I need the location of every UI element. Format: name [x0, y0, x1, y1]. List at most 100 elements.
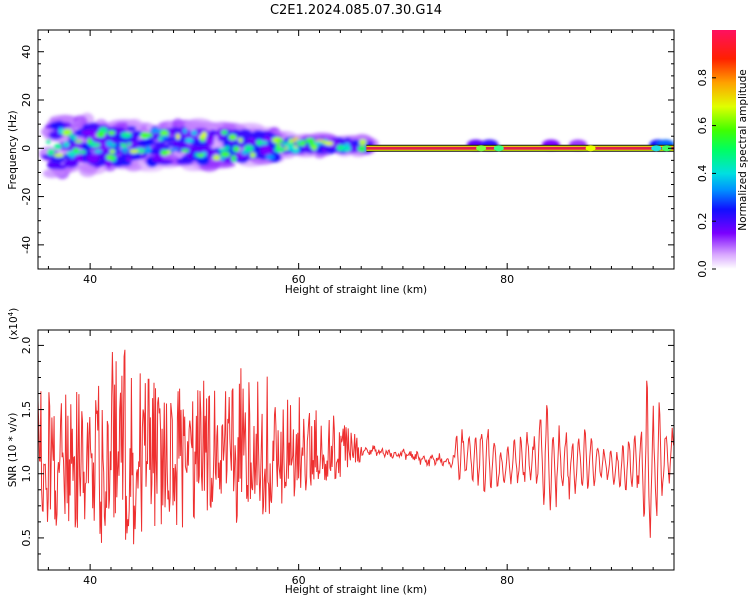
heatmap-cell	[249, 152, 256, 158]
heatmap-cell	[127, 142, 132, 146]
heatmap-cell	[136, 139, 155, 147]
snr-frame	[37, 329, 675, 571]
x-tick-label: 60	[292, 273, 306, 286]
heatmap-cell	[107, 127, 117, 132]
colorbar-tick-label: 0.4	[696, 165, 709, 183]
heatmap-cell	[175, 133, 181, 140]
colorbar-ticks: 0.0 0.2 0.4 0.6 0.8	[696, 69, 716, 278]
colorbar-label: Normalized spectral amplitude	[737, 69, 749, 230]
carrier-hotspot	[661, 145, 672, 152]
heatmap-cell	[161, 135, 169, 139]
heatmap-cell	[160, 130, 169, 138]
heatmap-cell	[145, 146, 152, 152]
heatmap-cell	[182, 127, 188, 134]
heatmap-cell	[232, 153, 249, 159]
heatmap-cell	[224, 146, 230, 150]
heatmap-cell	[288, 138, 294, 143]
heatmap-x-axis-label: Height of straight line (km)	[285, 284, 427, 296]
snr-scale-label: (x104)	[7, 308, 20, 340]
figure-title: C2E1.2024.085.07.30.G14	[270, 3, 442, 18]
heatmap-frame	[37, 29, 675, 270]
heatmap-cell	[305, 137, 315, 144]
heatmap-cell	[68, 133, 73, 137]
heatmap-cell	[49, 115, 80, 124]
y-tick-label: 1.0	[20, 465, 33, 483]
heatmap-cell	[231, 155, 237, 162]
heatmap-cell	[155, 159, 173, 166]
y-tick-label: 40	[20, 45, 33, 59]
x-tick-label: 40	[83, 273, 97, 286]
heatmap-cell	[232, 146, 240, 152]
heatmap-cell	[108, 130, 116, 136]
x-tick-label: 40	[83, 574, 97, 587]
carrier-hotspot	[476, 145, 487, 152]
heatmap-cell	[53, 164, 67, 170]
heatmap-cell	[121, 161, 132, 166]
heatmap-cell	[42, 168, 61, 179]
heatmap-cell	[47, 148, 55, 156]
heatmap-cell	[119, 143, 127, 147]
heatmap-cell	[58, 127, 64, 135]
snr-series-line	[38, 349, 674, 545]
heatmap-cell	[105, 140, 113, 147]
heatmap-cell	[181, 149, 190, 153]
heatmap-cell	[197, 153, 205, 158]
heatmap-cell	[200, 138, 206, 142]
heatmap-cell	[162, 138, 172, 143]
heatmap-cell	[228, 134, 237, 141]
heatmap-cell	[237, 129, 253, 140]
heatmap-cell	[126, 126, 137, 131]
heatmap-cell	[251, 129, 266, 141]
y-tick-label: 0	[20, 145, 33, 152]
heatmap-cell	[295, 139, 303, 143]
heatmap-cell	[72, 147, 79, 153]
x-tick-label: 80	[500, 273, 514, 286]
heatmap-cell	[87, 137, 92, 145]
y-tick-label: 0.5	[20, 529, 33, 547]
y-tick-label: -20	[20, 188, 33, 206]
heatmap-cell	[154, 141, 167, 152]
heatmap-cell	[96, 131, 105, 138]
y-tick-label: 1.5	[20, 401, 33, 419]
heatmap-cell	[80, 129, 99, 136]
heatmap-cell	[265, 154, 275, 160]
heatmap-cell	[169, 147, 180, 151]
heatmap-cell	[342, 146, 352, 152]
y-tick-label: 2.0	[20, 337, 33, 355]
heatmap-cell	[141, 132, 153, 138]
y-tick-label: -40	[20, 236, 33, 254]
x-tick-label: 60	[292, 574, 306, 587]
colorbar-tick-label: 0.0	[696, 260, 709, 278]
heatmap-cell	[260, 145, 272, 156]
heatmap-cell	[324, 148, 340, 153]
heatmap-cell	[129, 149, 139, 154]
colorbar-gradient	[712, 30, 736, 269]
y-tick-label: 20	[20, 93, 33, 107]
heatmap-cell	[70, 135, 78, 140]
heatmap-cell	[53, 153, 64, 158]
heatmap-cell	[176, 158, 189, 165]
heatmap-cell	[120, 131, 132, 138]
heatmap-cell	[94, 149, 102, 153]
heatmap-cell	[359, 139, 367, 146]
heatmap-cell	[74, 139, 83, 144]
heatmap-cell	[63, 141, 70, 147]
heatmap-cell	[324, 141, 334, 146]
heatmap-cell	[191, 129, 198, 136]
heatmap-cell	[277, 139, 284, 143]
carrier-line	[366, 144, 674, 152]
heatmap-cell	[218, 147, 226, 152]
heatmap-cell	[281, 142, 293, 147]
snr-panel: 40 60 80 0.5 1.0 1.5 2.0 Height of straight l…	[7, 308, 675, 596]
snr-x-axis-label: Height of straight line (km)	[285, 584, 427, 596]
heatmap-cell	[149, 127, 161, 134]
heatmap-cell	[259, 140, 268, 145]
snr-y-axis-label: SNR (10 * v/v)	[7, 413, 19, 488]
snr-y-ticks: 0.5 1.0 1.5 2.0	[20, 337, 674, 571]
heatmap-cell	[220, 151, 231, 158]
heatmap-cell	[201, 131, 207, 138]
heatmap-cell	[275, 144, 281, 149]
heatmap-cell	[286, 145, 296, 151]
heatmap-cell	[160, 149, 169, 156]
